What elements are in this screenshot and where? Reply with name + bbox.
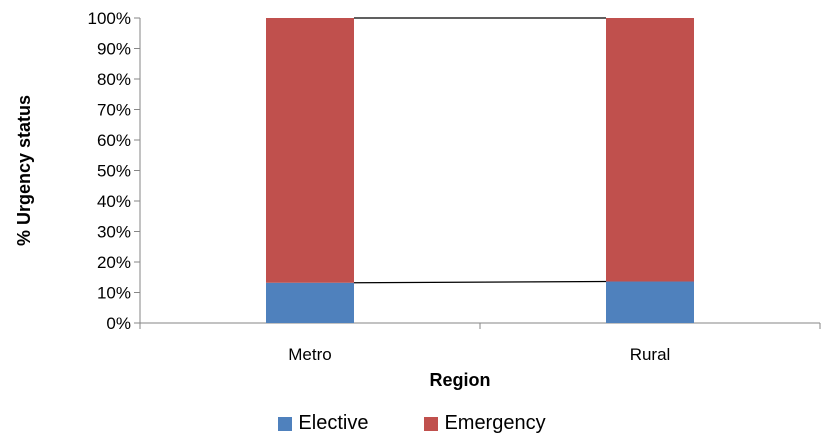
- y-tick-label: 100%: [88, 9, 131, 28]
- y-tick-label: 0%: [106, 314, 131, 333]
- y-tick-label: 50%: [97, 162, 131, 181]
- bar-emergency-metro: [266, 18, 354, 283]
- bars-group: [266, 18, 694, 323]
- y-tick-label: 70%: [97, 101, 131, 120]
- legend: Elective Emergency: [0, 412, 824, 435]
- legend-swatch-elective: [278, 416, 293, 431]
- series-line: [353, 280, 607, 284]
- y-tick-label: 60%: [97, 131, 131, 150]
- legend-swatch-emergency: [424, 416, 439, 431]
- y-axis: 0% 10% 20% 30% 40% 50% 60% 70% 80% 90% 100%: [88, 9, 141, 333]
- y-tick-label: 30%: [97, 223, 131, 242]
- series-lines-group: [353, 17, 607, 284]
- bar-emergency-rural: [606, 18, 694, 282]
- stacked-bar-chart: 0% 10% 20% 30% 40% 50% 60% 70% 80% 90% 100% Metro R…: [14, 9, 821, 390]
- bar-elective-metro: [266, 282, 354, 323]
- y-tick-label: 10%: [97, 284, 131, 303]
- legend-label-elective: Elective: [298, 412, 369, 434]
- y-tick-label: 20%: [97, 253, 131, 272]
- legend-item-emergency: Emergency: [424, 412, 546, 435]
- x-axis: Metro Rural: [139, 322, 821, 364]
- legend-item-elective: Elective: [278, 412, 368, 435]
- y-axis-title: % Urgency status: [14, 95, 34, 246]
- x-tick-label: Metro: [288, 345, 331, 364]
- y-tick-label: 90%: [97, 40, 131, 59]
- x-tick-label: Rural: [630, 345, 671, 364]
- legend-label-emergency: Emergency: [444, 412, 546, 434]
- bar-elective-rural: [606, 281, 694, 323]
- y-tick-label: 40%: [97, 192, 131, 211]
- x-axis-title: Region: [430, 370, 491, 390]
- y-tick-label: 80%: [97, 70, 131, 89]
